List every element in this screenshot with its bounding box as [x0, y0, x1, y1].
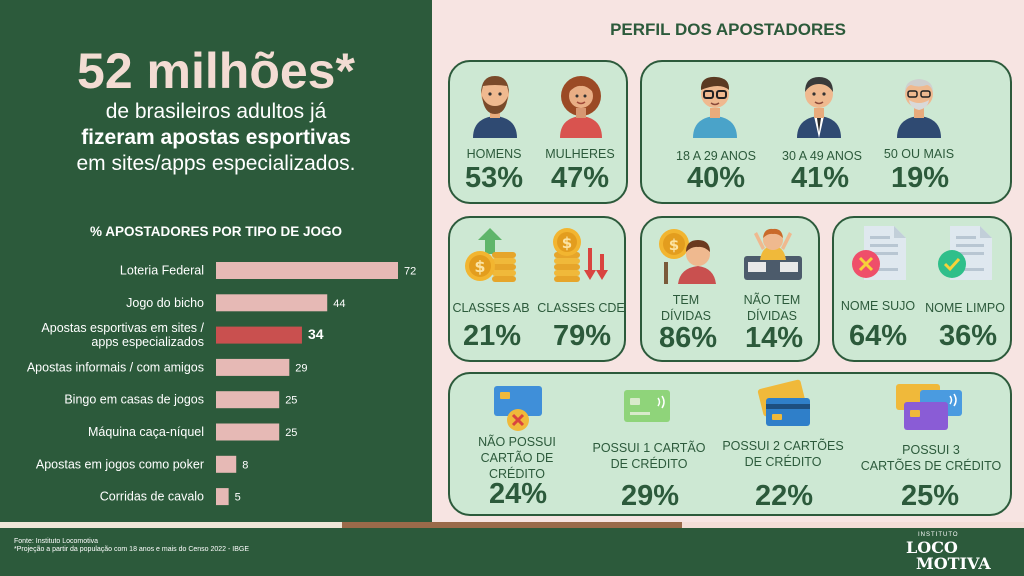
debt-pct-no: 14%: [744, 322, 804, 354]
cc-pct-3: 25%: [900, 480, 960, 512]
cc-pct-0: 24%: [488, 478, 548, 510]
footer: [0, 528, 1024, 576]
two-cards-icon: [757, 379, 810, 426]
class-pct-cde: 79%: [552, 320, 612, 352]
debt-label-yes-2: DÍVIDAS: [660, 309, 711, 323]
gender-label-men: HOMENS: [466, 147, 522, 161]
debt-pct-yes: 86%: [658, 322, 718, 354]
age-label-18-29: 18 A 29 ANOS: [676, 149, 756, 163]
class-card: [448, 216, 626, 362]
bar-chart: 72 Loteria Federal 44 Jogo do bicho 34 Aposta…: [27, 262, 416, 506]
hero-line3: em sites/apps especializados.: [76, 152, 356, 175]
class-pct-ab: 21%: [462, 320, 522, 352]
card-icon: [624, 390, 670, 422]
hero-number: 52 milhões*: [77, 43, 355, 99]
bar-label-2-0: Apostas esportivas em sites /: [41, 321, 204, 335]
bar-6: [216, 455, 237, 473]
cc-label-0-1: NÃO POSSUI: [478, 435, 556, 449]
bar-1: [216, 294, 328, 312]
bar-value-7: 5: [235, 492, 241, 504]
bar-7: [216, 488, 229, 506]
bar-5: [216, 423, 280, 441]
name-label-dirty: NOME SUJO: [840, 299, 916, 313]
chart-title: % APOSTADORES POR TIPO DE JOGO: [89, 224, 343, 239]
cc-label-0-2: CARTÃO DE CRÉDITO: [480, 451, 554, 481]
footnote: *Projeção a partir da população com 18 a…: [14, 546, 250, 553]
name-pct-clean: 36%: [938, 320, 998, 352]
debt-label-yes-1: TEM: [672, 293, 700, 307]
three-cards-icon: [896, 384, 962, 430]
card-crossed-icon: [494, 386, 542, 431]
bar-label-6: Apostas em jogos como poker: [36, 457, 204, 471]
bar-label-0: Loteria Federal: [120, 264, 204, 278]
gender-label-women: MULHERES: [545, 147, 615, 161]
document-green-icon: [938, 226, 992, 280]
source-note: Fonte: Instituto Locomotiva: [14, 538, 99, 545]
bar-label-5: Máquina caça-níquel: [88, 425, 204, 439]
name-pct-dirty: 64%: [848, 320, 908, 352]
man-icon: [473, 76, 517, 138]
bar-value-2: 34: [308, 326, 324, 342]
age-label-30-49: 30 A 49 ANOS: [782, 149, 862, 163]
bar-label-1: Jogo do bicho: [126, 296, 204, 310]
logo-line1: LOCO: [906, 538, 958, 557]
bar-2: [216, 326, 302, 344]
document-red-icon: [852, 226, 906, 280]
cc-label-1-2: DE CRÉDITO: [610, 457, 688, 471]
bar-label-3: Apostas informais / com amigos: [27, 360, 204, 374]
hero-line1: de brasileiros adultos já: [105, 100, 327, 123]
cc-pct-1: 29%: [620, 480, 680, 512]
gender-pct-women: 47%: [550, 162, 610, 194]
bar-0: [216, 262, 398, 279]
bar-label-7: Corridas de cavalo: [100, 490, 204, 504]
cc-label-2-2: DE CRÉDITO: [744, 455, 822, 469]
old-man-icon: [897, 79, 941, 138]
age-pct-30-49: 41%: [790, 162, 850, 194]
woman-icon: [560, 76, 602, 138]
coins-up-icon: $: [465, 228, 516, 282]
businessman-icon: [797, 77, 841, 138]
bar-value-4: 25: [285, 395, 297, 407]
svg-text:$: $: [562, 234, 572, 252]
svg-text:$: $: [669, 236, 679, 254]
age-pct-18-29: 40%: [686, 162, 746, 194]
debt-label-no-1: NÃO TEM: [743, 293, 801, 307]
coins-down-icon: $: [553, 228, 608, 282]
logo: INSTITUTO LOCO MOTIVA: [906, 532, 1002, 574]
debt-icon: $: [659, 229, 716, 284]
bar-label-2-1: apps especializados: [91, 335, 204, 349]
celebrate-icon: [744, 228, 802, 280]
cc-label-3-1: POSSUI 3: [902, 443, 960, 457]
divider-strip: [0, 522, 1024, 528]
svg-text:$: $: [474, 257, 485, 276]
age-label-50plus: 50 OU MAIS: [883, 147, 955, 161]
bar-3: [216, 358, 290, 376]
logo-top: INSTITUTO: [918, 532, 959, 538]
cc-label-3-2: CARTÕES DE CRÉDITO: [860, 459, 1002, 473]
debt-label-no-2: DÍVIDAS: [746, 309, 797, 323]
hero-line2: fizeram apostas esportivas: [81, 126, 351, 149]
bar-value-0: 72: [404, 266, 416, 278]
young-man-icon: [693, 76, 737, 138]
class-label-cde: CLASSES CDE: [537, 301, 625, 315]
age-pct-50plus: 19%: [890, 162, 950, 194]
name-label-clean: NOME LIMPO: [925, 301, 1005, 315]
bar-4: [216, 391, 280, 409]
class-label-ab: CLASSES AB: [452, 301, 530, 315]
bar-value-3: 29: [295, 362, 307, 374]
bar-value-5: 25: [285, 427, 297, 439]
cc-label-2-1: POSSUI 2 CARTÕES: [722, 439, 844, 453]
left-panel: 52 milhões* de brasileiros adultos já fi…: [0, 0, 432, 528]
cc-label-1-1: POSSUI 1 CARTÃO: [592, 441, 706, 455]
logo-line2: MOTIVA: [916, 554, 991, 573]
bar-value-6: 8: [242, 459, 248, 471]
bar-label-4: Bingo em casas de jogos: [64, 393, 204, 407]
profile-title: PERFIL DOS APOSTADORES: [610, 20, 846, 39]
cc-pct-2: 22%: [754, 480, 814, 512]
gender-pct-men: 53%: [464, 162, 524, 194]
bar-value-1: 44: [333, 298, 345, 310]
